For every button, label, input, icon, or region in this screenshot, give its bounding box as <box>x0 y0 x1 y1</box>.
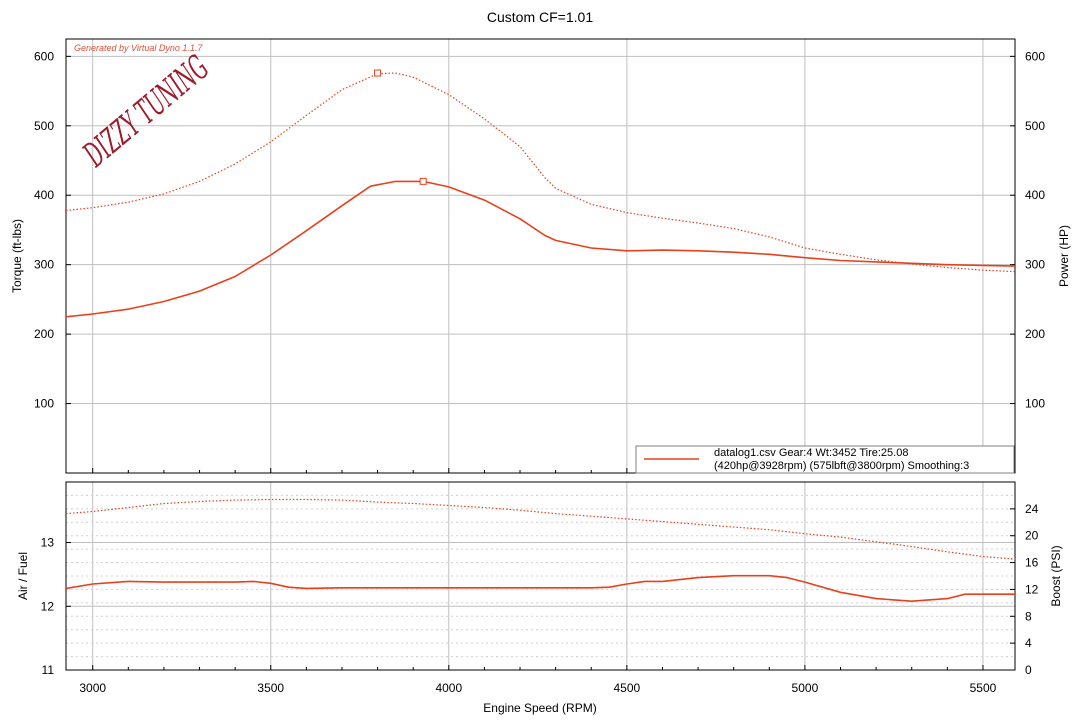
top-series-dotted-line <box>65 72 1016 273</box>
bottom-y2tick-label: 0 <box>1025 663 1032 677</box>
top-ytick-label: 600 <box>34 49 54 63</box>
top-ytick-label: 200 <box>34 327 54 341</box>
bottom-y2tick-label: 20 <box>1025 529 1039 543</box>
top-y2tick-label: 200 <box>1025 327 1045 341</box>
top-ticks: 100 200 300 400 500 600 100 200 300 400 500 600 <box>34 49 1045 473</box>
top-y2tick-label: 600 <box>1025 49 1045 63</box>
top-ytick-label: 500 <box>34 119 54 133</box>
legend-line-2: (420hp@3928rpm) (575lbft@3800rpm) Smooth… <box>714 460 969 472</box>
top-y2tick-label: 400 <box>1025 188 1045 202</box>
y-axis-label-torque: Torque (ft-lbs) <box>10 219 24 293</box>
torque-peak-marker <box>374 69 382 77</box>
bottom-ytick-label: 13 <box>41 536 55 550</box>
generator-watermark: Generated by Virtual Dyno 1.1.7 <box>74 43 203 53</box>
legend-box <box>635 445 1015 474</box>
top-y2tick-label: 300 <box>1025 258 1045 272</box>
bottom-ytick-label: 12 <box>41 599 55 613</box>
top-series-solid-line <box>65 180 1016 318</box>
x-tick-label: 4000 <box>435 681 462 695</box>
bottom-y2tick-label: 4 <box>1025 636 1032 650</box>
x-tick-label: 3500 <box>257 681 284 695</box>
power-peak-marker <box>419 177 427 185</box>
bottom-ytick-label: 11 <box>42 663 55 677</box>
bottom-y2tick-label: 24 <box>1025 502 1039 516</box>
top-ytick-label: 400 <box>34 188 54 202</box>
peak-markers <box>374 69 427 185</box>
x-tick-label: 3000 <box>79 681 106 695</box>
top-ytick-label: 300 <box>34 258 54 272</box>
bottom-y2tick-label: 8 <box>1025 609 1032 623</box>
bottom-y2tick-label: 12 <box>1025 582 1039 596</box>
legend-line-1: datalog1.csv Gear:4 Wt:3452 Tire:25.08 <box>714 447 908 459</box>
y-axis-label-afr: Air / Fuel <box>16 552 30 600</box>
x-tick-label: 5000 <box>792 681 819 695</box>
bottom-ticks: 11 12 13 0 4 8 12 16 20 24 3000 3500 4000 4500 5000 550… <box>41 502 1039 695</box>
x-axis-label: Engine Speed (RPM) <box>483 701 596 715</box>
x-tick-label: 5500 <box>970 681 997 695</box>
top-ytick-label: 100 <box>34 397 54 411</box>
top-panel-frame <box>65 38 1016 474</box>
legend: datalog1.csv Gear:4 Wt:3452 Tire:25.08 (… <box>635 445 1015 474</box>
bottom-series <box>65 498 1016 602</box>
top-grid <box>66 39 1015 473</box>
top-series <box>65 72 1016 318</box>
chart-title: Custom CF=1.01 <box>487 9 593 25</box>
bottom-series-solid-line <box>65 574 1015 602</box>
y2-axis-label-boost: Boost (PSI) <box>1049 545 1063 606</box>
bottom-series-dotted-line <box>65 498 1016 560</box>
bottom-y2tick-label: 16 <box>1025 556 1039 570</box>
y2-axis-label-power: Power (HP) <box>1057 225 1071 287</box>
top-y2tick-label: 100 <box>1025 397 1045 411</box>
x-tick-label: 4500 <box>614 681 641 695</box>
top-y2tick-label: 500 <box>1025 119 1045 133</box>
bottom-panel-frame <box>65 481 1016 671</box>
